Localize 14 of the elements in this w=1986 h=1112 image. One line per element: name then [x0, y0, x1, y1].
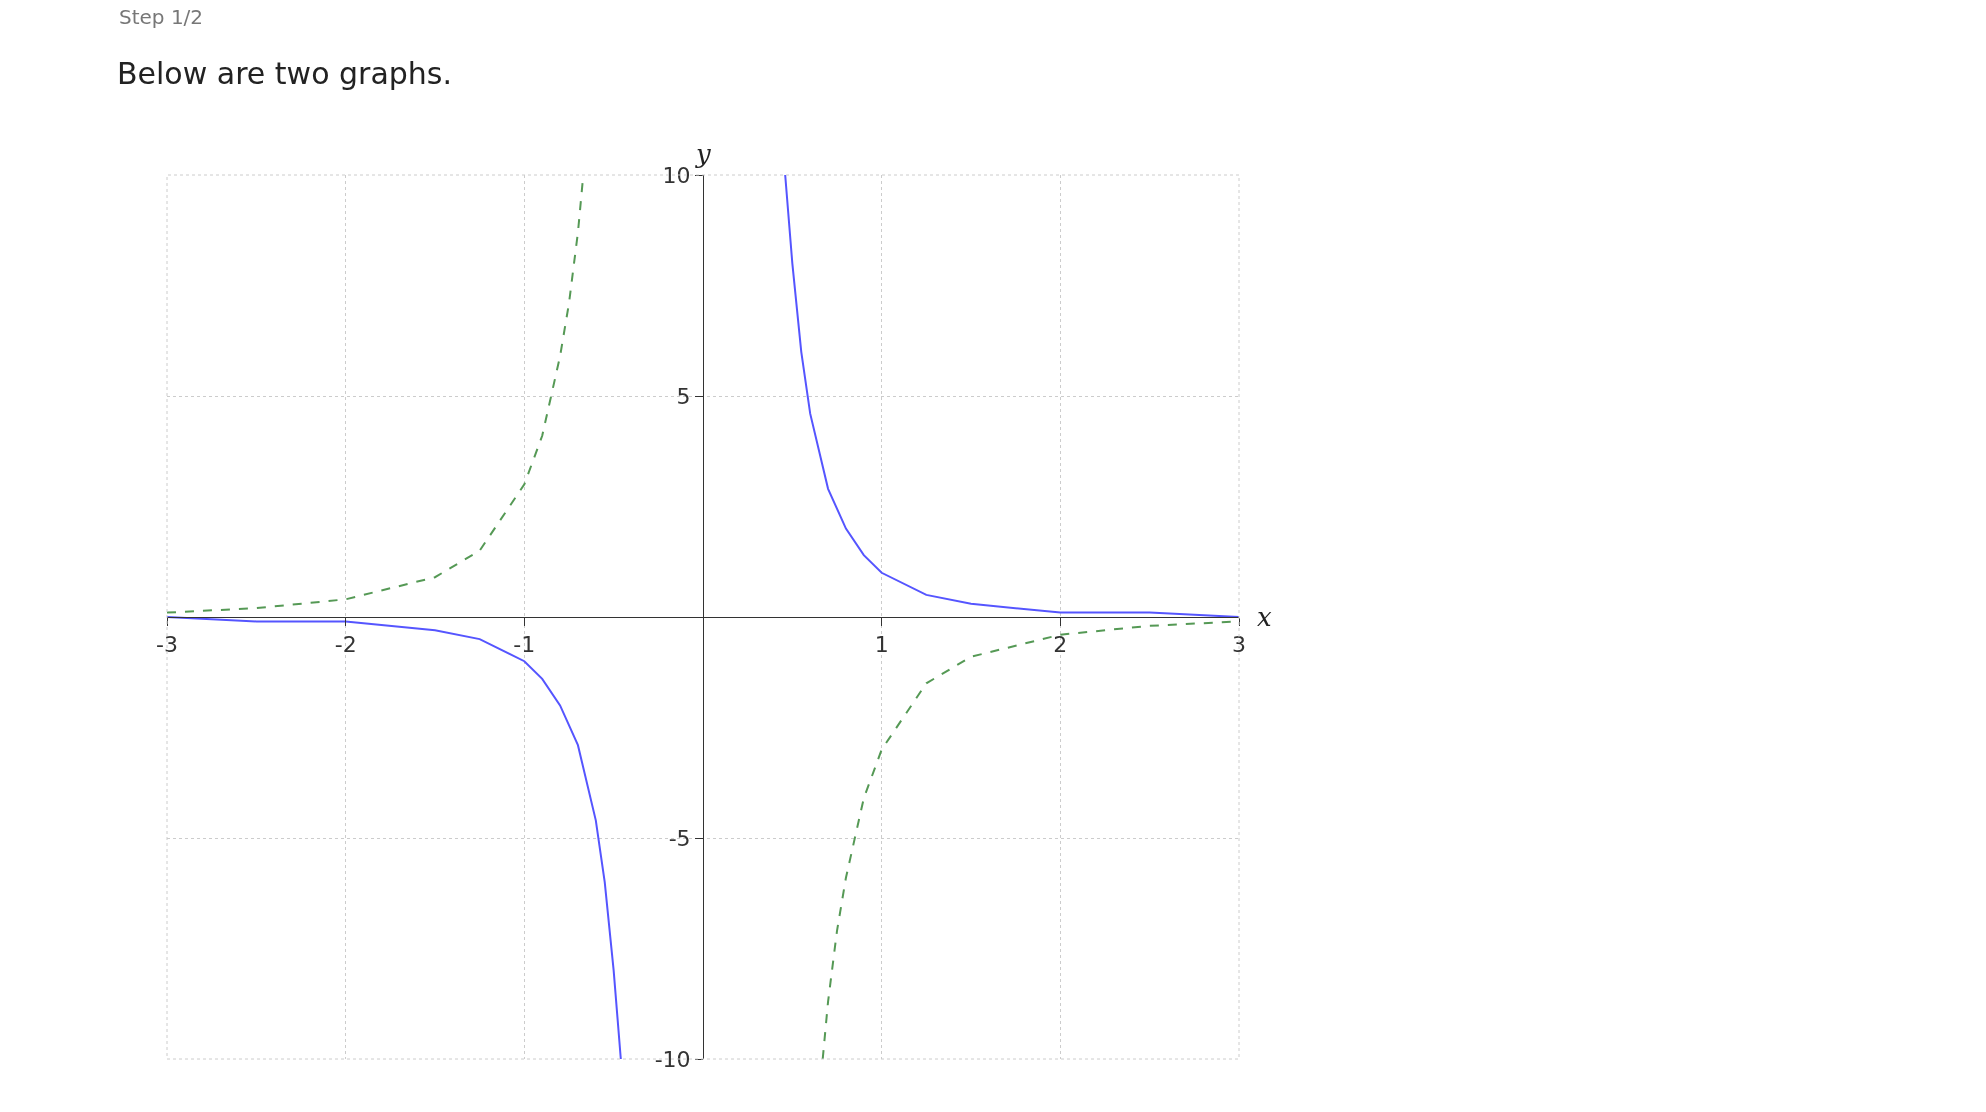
y-tick-label: -10	[654, 1046, 691, 1072]
x-tick-label: -3	[156, 632, 178, 658]
x-tick-label: -2	[334, 632, 357, 658]
chart-title: Below are two graphs.	[117, 55, 453, 91]
y-tick-label: -5	[668, 825, 691, 851]
x-tick-label: 1	[874, 632, 889, 658]
y-axis-title: y	[695, 139, 711, 169]
x-tick-label: 2	[1053, 632, 1068, 658]
y-tick-label: 10	[662, 162, 691, 188]
x-axis-title: x	[1257, 602, 1272, 632]
x-tick-label: -1	[513, 632, 536, 658]
y-tick-label: 5	[676, 383, 691, 409]
chart-subtitle: Step 1/2	[119, 5, 204, 29]
x-tick-label: 3	[1232, 632, 1246, 658]
